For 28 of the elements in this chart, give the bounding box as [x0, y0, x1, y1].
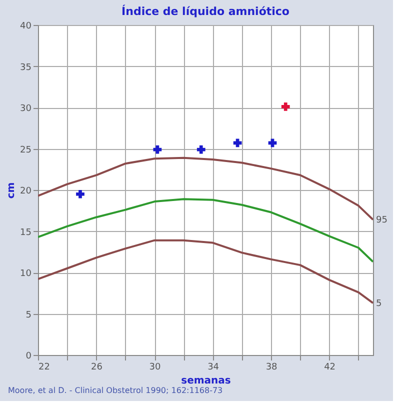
y-tick-label: 35 — [20, 62, 32, 73]
x-axis-title: semanas — [181, 376, 231, 386]
text: Moore, et al D. - Clinical Obstetrol 1990; 162:1168-73 — [8, 386, 223, 395]
y-tick-label: 5 — [26, 310, 32, 320]
y-tick-label: 15 — [20, 228, 32, 238]
line-series — [38, 156, 373, 221]
x-tick-label: 42 — [324, 362, 336, 372]
point — [153, 145, 162, 154]
x-tick-label: 30 — [149, 362, 162, 372]
x-tick-label: 26 — [91, 362, 103, 372]
y-tick-label: 10 — [20, 269, 32, 279]
y-tick-label: 25 — [20, 145, 32, 156]
point — [281, 102, 290, 111]
y-tick-label: 20 — [20, 186, 32, 196]
x-tick-label: 22 — [38, 362, 50, 372]
y-tick-label: 30 — [20, 104, 32, 114]
y-tick-label: 40 — [20, 22, 32, 32]
x-tick-label: 34 — [208, 362, 220, 372]
chart-title: Índice de líquido amniótico — [122, 4, 290, 18]
y-axis-title: cm — [6, 182, 18, 199]
line-series — [38, 239, 373, 304]
series-label: 5 — [376, 299, 382, 310]
series-label: 95 — [376, 216, 388, 226]
point — [196, 145, 206, 154]
x-tick-label: 38 — [266, 362, 278, 372]
line-series — [38, 198, 373, 263]
y-tick-label: 0 — [26, 352, 32, 362]
point — [76, 190, 84, 198]
